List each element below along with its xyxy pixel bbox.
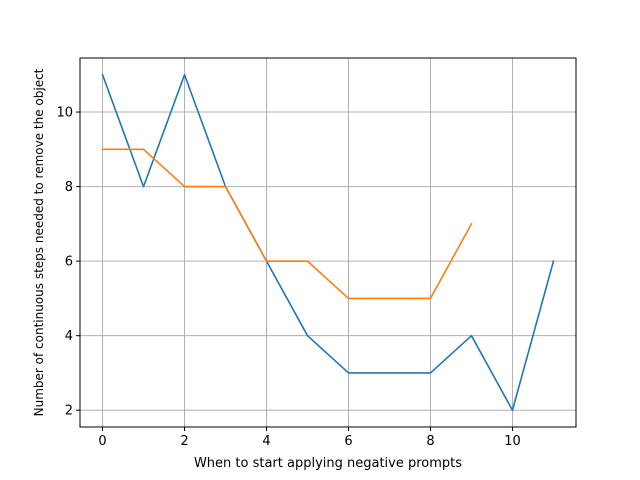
series-lines [101,73,555,412]
axis-ticks: 0 2 4 6 8 10 2 4 6 8 10 [56,106,520,449]
grid [80,58,576,427]
x-axis-label: When to start applying negative prompts [194,456,462,471]
plot-frame [79,57,577,428]
y-tick-label: 8 [65,180,73,195]
series-line-2 [101,148,473,300]
x-tick-label: 8 [426,434,434,449]
y-tick-label: 4 [65,329,73,344]
x-tick-label: 4 [262,434,270,449]
x-tick-label: 0 [98,434,106,449]
series-line-1 [101,73,555,412]
y-axis-label: Number of continuous steps needed to rem… [32,68,46,416]
x-tick-label: 6 [344,434,352,449]
y-tick-label: 6 [65,255,73,270]
y-tick-label: 10 [56,106,73,121]
y-tick-label: 2 [65,404,73,419]
x-tick-label: 10 [504,434,521,449]
x-tick-label: 2 [180,434,188,449]
